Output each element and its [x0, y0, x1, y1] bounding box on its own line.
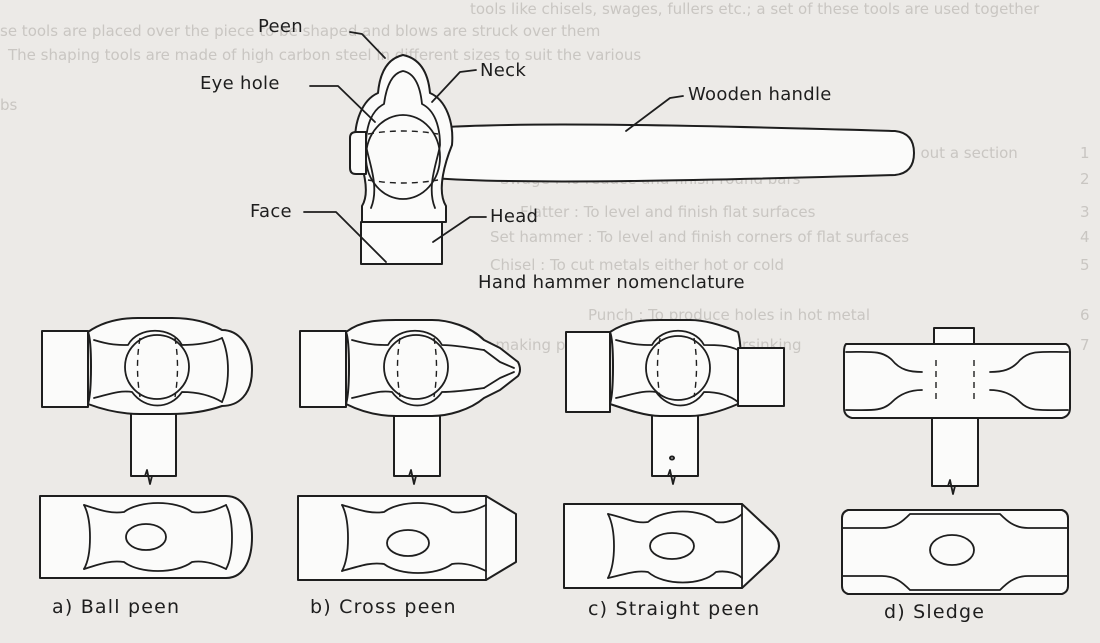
cross-peen-side-view: [299, 319, 521, 485]
eye-hole-hidden-top: [367, 130, 439, 135]
caption-hand-hammer-nomenclature: Hand hammer nomenclature: [478, 272, 745, 293]
label-head: Head: [490, 206, 539, 227]
ghost-line: Punch : To produce holes in hot metal: [588, 306, 871, 324]
label-wooden-handle: Wooden handle: [688, 84, 832, 105]
ghost-number: 4: [1080, 228, 1090, 246]
ghost-line: The shaping tools are made of high carbo…: [8, 46, 642, 64]
leader-eye-hole: [309, 85, 376, 123]
sledge-top-view: [841, 509, 1069, 595]
ghost-number: 1: [1080, 144, 1090, 162]
sledge-side-view: [843, 327, 1071, 495]
ghost-line: Flatter : To level and finish flat surfa…: [520, 203, 816, 221]
ghost-line: bs: [0, 96, 18, 114]
ghost-number: 6: [1080, 306, 1090, 324]
ghost-number: 5: [1080, 256, 1090, 274]
leader-face: [303, 211, 387, 263]
ghost-number: 7: [1080, 336, 1090, 354]
label-eye-hole: Eye hole: [200, 73, 280, 94]
straight-peen-top-view: [563, 503, 780, 589]
ghost-number: 3: [1080, 203, 1090, 221]
caption-straight-peen: c) Straight peen: [588, 598, 761, 620]
caption-cross-peen: b) Cross peen: [310, 596, 457, 618]
straight-peen-side-view: [565, 319, 785, 485]
ghost-line: Set hammer : To level and finish corners…: [490, 228, 910, 246]
ghost-line: Chisel : To cut metals either hot or col…: [490, 256, 785, 274]
leader-peen: [349, 31, 386, 59]
eye-collar: [349, 131, 367, 175]
main-hammer: [303, 31, 915, 265]
ball-peen-side-view: [41, 317, 253, 485]
caption-sledge: d) Sledge: [884, 601, 986, 623]
label-face: Face: [250, 201, 292, 222]
label-peen: Peen: [258, 16, 303, 37]
neck-inner: [365, 70, 441, 209]
leader-neck: [431, 69, 477, 103]
ghost-line: tools like chisels, swages, fullers etc.…: [470, 0, 1040, 18]
label-neck: Neck: [480, 60, 527, 81]
ghost-number: 2: [1080, 170, 1090, 188]
ball-peen-top-view: [39, 495, 253, 579]
leader-head: [432, 216, 487, 243]
cross-peen-top-view: [297, 495, 517, 581]
caption-ball-peen: a) Ball peen: [52, 596, 181, 618]
wooden-handle: [431, 123, 915, 183]
ghost-line: se tools are placed over the piece to be…: [0, 22, 601, 40]
hammer-face: [360, 221, 443, 265]
eye-hole: [365, 114, 441, 200]
leader-wooden-handle: [625, 95, 684, 132]
eye-hole-hidden-bottom: [367, 179, 439, 184]
